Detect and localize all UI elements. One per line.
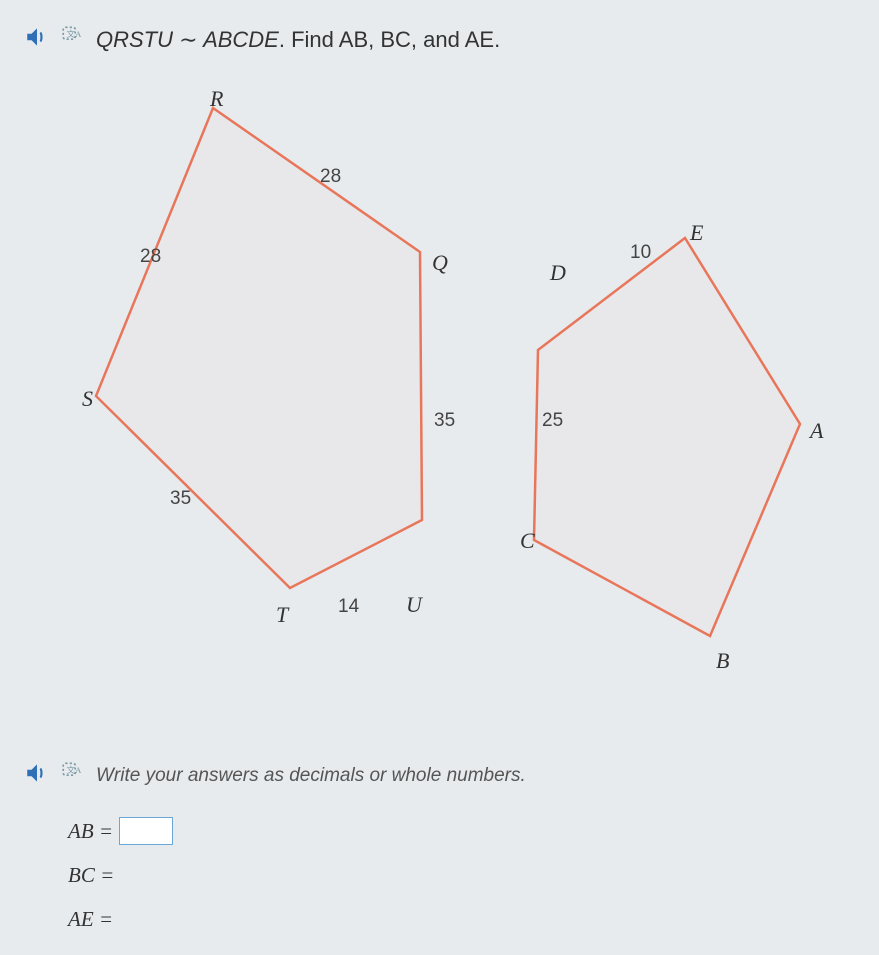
svg-text:文A: 文A [67,764,83,775]
answer-bc-row: BC = [68,860,173,890]
vertex-label-r: R [210,86,223,112]
problem-header: 文A QRSTU ∼ ABCDE. Find AB, BC, and AE. [24,24,500,55]
vertex-label-e: E [690,220,703,246]
translate-icon[interactable]: 文A [60,24,86,55]
vertex-label-c: C [520,528,535,554]
similarity-right: ABCDE [203,27,279,52]
instruction-row: 文A Write your answers as decimals or who… [24,760,526,791]
speaker-icon[interactable] [24,760,50,791]
vertex-label-t: T [276,602,288,628]
edge-label-rq: 28 [320,166,341,188]
vertex-label-s: S [82,386,93,412]
similarity-left: QRSTU [96,27,173,52]
pentagon-abcde [520,220,830,660]
diagram-area: R Q U T S 28 28 35 35 14 E A B C D 10 25 [0,70,879,720]
vertex-label-u: U [406,592,422,618]
edge-label-de: 10 [630,242,651,264]
problem-statement: QRSTU ∼ ABCDE. Find AB, BC, and AE. [96,27,500,53]
vertex-label-b: B [716,648,729,674]
edge-label-tu: 14 [338,596,359,618]
question-text: Find AB, BC, and AE. [291,27,500,52]
vertex-label-a: A [810,418,823,444]
answers-block: AB = BC = AE = [68,816,173,948]
answer-ab-input[interactable] [119,817,173,845]
edge-label-rs: 28 [140,246,161,268]
translate-icon[interactable]: 文A [60,760,86,791]
vertex-label-q: Q [432,250,448,276]
answer-ab-row: AB = [68,816,173,846]
vertex-label-d: D [550,260,566,286]
answer-ae-label: AE = [68,907,113,932]
answer-bc-label: BC = [68,863,114,888]
answer-ae-row: AE = [68,904,173,934]
edge-label-qu: 35 [434,410,455,432]
edge-label-cd: 25 [542,410,563,432]
edge-label-st: 35 [170,488,191,510]
instruction-text: Write your answers as decimals or whole … [96,765,526,787]
speaker-icon[interactable] [24,24,50,55]
answer-ab-label: AB = [68,819,113,844]
svg-text:文A: 文A [67,28,83,39]
pentagon-qrstu [90,90,450,630]
